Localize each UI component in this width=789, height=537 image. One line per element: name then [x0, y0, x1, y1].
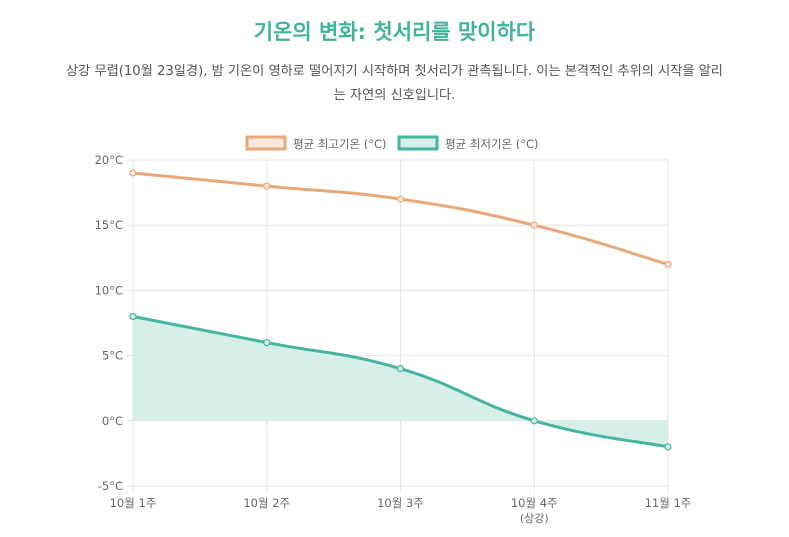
subtitle-line-2: 는 자연의 신호입니다. [333, 88, 456, 103]
page-subtitle: 상강 무렵(10월 23일경), 밤 기온이 영하로 떨어지기 시작하며 첫서리… [0, 60, 789, 108]
x-tick-label: 11월 1주 [645, 496, 692, 510]
data-point[interactable] [396, 195, 405, 203]
data-point[interactable] [263, 182, 271, 190]
y-tick-label: -5°C [98, 479, 123, 493]
legend-swatch[interactable] [245, 135, 287, 151]
grid-lines [127, 159, 669, 492]
x-tick-label: 10월 1주 [110, 496, 157, 510]
legend-label[interactable]: 평균 최저기온 (°C) [445, 137, 539, 151]
data-point[interactable] [129, 312, 137, 321]
legend-swatch[interactable] [397, 135, 439, 151]
series-area-fill [133, 316, 668, 447]
data-point[interactable] [530, 221, 538, 229]
data-points [129, 169, 672, 451]
x-tick-label: 10월 3주 [377, 496, 424, 510]
y-tick-label: 15°C [95, 218, 123, 232]
y-tick-label: 20°C [95, 153, 123, 167]
data-point[interactable] [129, 169, 137, 177]
subtitle-line-1: 상강 무렵(10월 23일경), 밤 기온이 영하로 떨어지기 시작하며 첫서리… [66, 64, 723, 79]
data-point[interactable] [530, 417, 538, 425]
y-tick-label: 0°C [102, 414, 123, 428]
page-title: 기온의 변화: 첫서리를 맞이하다 [253, 20, 536, 44]
data-point[interactable] [664, 260, 672, 268]
y-axis-tick-labels: 20°C 15°C 10°C 5°C 0°C -5°C [95, 153, 123, 493]
y-tick-label: 5°C [102, 349, 123, 363]
y-tick-label: 10°C [95, 283, 123, 297]
legend-label[interactable]: 평균 최고기온 (°C) [293, 137, 387, 151]
data-point[interactable] [263, 338, 271, 347]
x-tick-sublabel: (상강) [520, 512, 549, 525]
area-fills [133, 316, 668, 447]
x-axis-tick-labels: 10월 1주 10월 2주 10월 3주 10월 4주 (상강) 11월 1주 [110, 496, 692, 525]
x-tick-label: 10월 2주 [243, 496, 290, 510]
data-point[interactable] [396, 365, 405, 373]
legend: 평균 최고기온 (°C) 평균 최저기온 (°C) [245, 135, 539, 151]
x-tick-label: 10월 4주 [511, 496, 558, 510]
data-point[interactable] [664, 443, 672, 451]
